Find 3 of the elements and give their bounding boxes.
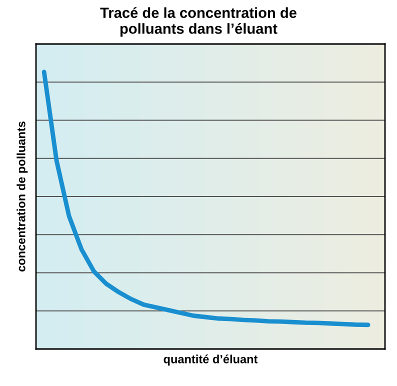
y-axis-title: concentration de polluants (16, 122, 28, 272)
x-axis-title: quantité d’éluant (164, 354, 258, 366)
chart-title: Tracé de la concentration de polluants dans l’éluant (100, 7, 296, 37)
